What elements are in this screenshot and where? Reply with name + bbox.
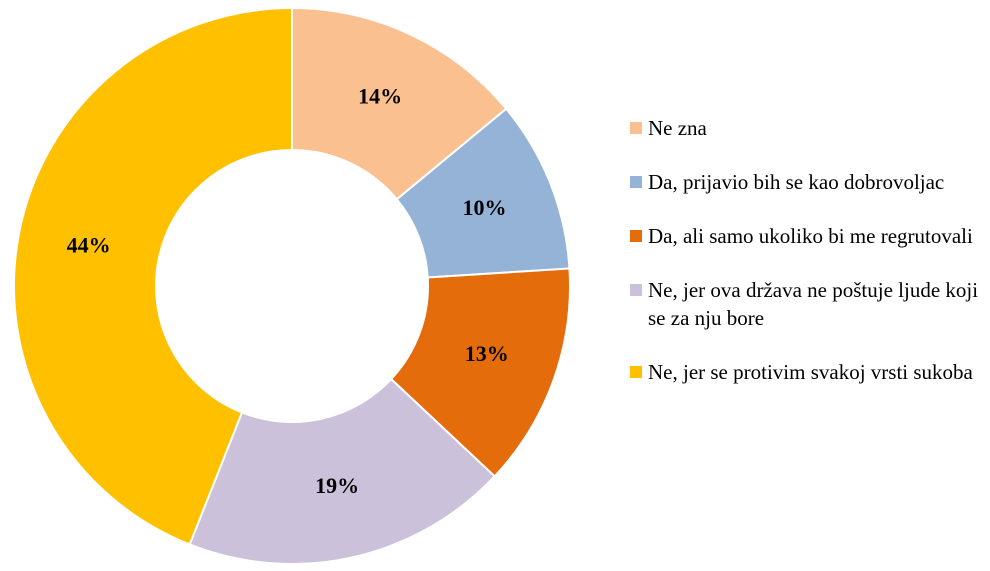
- chart: 14% 10% 13% 19% 44%: [13, 6, 571, 565]
- value-label: 44%: [67, 232, 111, 257]
- legend-swatch: [630, 366, 642, 378]
- legend: Ne zna Da, prijavio bih se kao dobrovolja…: [630, 114, 990, 386]
- legend-item: Ne, jer se protivim svakoj vrsti sukoba: [630, 358, 990, 386]
- slice: [291, 6, 508, 201]
- legend-swatch: [630, 122, 642, 134]
- legend-swatch: [630, 284, 642, 296]
- legend-item: Ne zna: [630, 114, 990, 142]
- legend-label: Da, prijavio bih se kao dobrovoljac: [648, 170, 945, 194]
- legend-label: Ne zna: [648, 116, 707, 140]
- value-label: 10%: [462, 195, 506, 220]
- legend-label: Ne, jer se protivim svakoj vrsti sukoba: [648, 360, 973, 384]
- legend-item: Ne, jer ova država ne poštuje ljude koji…: [630, 276, 990, 332]
- slice: [188, 377, 497, 565]
- value-label: 13%: [465, 341, 509, 366]
- slice: [389, 267, 571, 478]
- legend-item: Da, ali samo ukoliko bi me regrutovali: [630, 222, 990, 250]
- legend-label: Ne, jer ova država ne poštuje ljude koji…: [648, 278, 979, 330]
- legend-label: Da, ali samo ukoliko bi me regrutovali: [648, 224, 973, 248]
- value-label: 14%: [358, 84, 402, 109]
- legend-swatch: [630, 230, 642, 242]
- legend-item: Da, prijavio bih se kao dobrovoljac: [630, 168, 990, 196]
- slice: [13, 6, 293, 546]
- legend-swatch: [630, 176, 642, 188]
- value-label: 19%: [315, 473, 359, 498]
